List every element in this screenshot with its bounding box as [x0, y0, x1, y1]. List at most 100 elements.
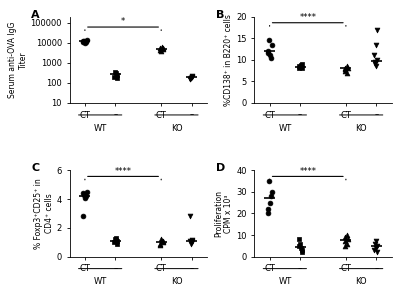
- Point: [111, 74, 118, 79]
- Point: [265, 51, 271, 56]
- Point: [371, 53, 378, 58]
- Point: [267, 55, 274, 60]
- Point: [157, 237, 164, 242]
- Y-axis label: Proliferation
CPM x 10³: Proliferation CPM x 10³: [214, 190, 233, 237]
- Point: [114, 72, 120, 77]
- Point: [114, 75, 120, 80]
- Point: [188, 241, 194, 246]
- Point: [372, 62, 378, 66]
- Point: [187, 77, 194, 82]
- Point: [297, 241, 304, 246]
- Text: ****: ****: [299, 13, 316, 22]
- Text: KO: KO: [355, 277, 367, 286]
- Point: [81, 192, 88, 197]
- Point: [84, 190, 90, 194]
- Y-axis label: %CD138⁺ in B220⁺ cells: %CD138⁺ in B220⁺ cells: [224, 14, 234, 106]
- Point: [297, 65, 304, 69]
- Point: [84, 38, 90, 43]
- Point: [265, 207, 271, 212]
- Point: [189, 238, 195, 243]
- Point: [298, 245, 304, 250]
- Point: [189, 74, 195, 78]
- Point: [188, 76, 194, 81]
- Point: [266, 179, 272, 184]
- Y-axis label: % Foxp3⁺CD25⁺ in
CD4⁺ cells: % Foxp3⁺CD25⁺ in CD4⁺ cells: [34, 178, 54, 249]
- Point: [188, 75, 194, 80]
- Point: [189, 240, 195, 245]
- Point: [114, 238, 120, 243]
- Point: [189, 74, 195, 79]
- Point: [342, 239, 348, 244]
- Point: [160, 240, 166, 245]
- Point: [113, 71, 120, 76]
- Point: [267, 194, 274, 199]
- Point: [80, 39, 87, 43]
- Point: [157, 243, 163, 248]
- Point: [187, 239, 194, 244]
- Point: [111, 240, 118, 245]
- Point: [372, 241, 378, 246]
- Point: [80, 39, 87, 44]
- Text: D: D: [216, 164, 225, 173]
- Point: [157, 241, 164, 246]
- Text: WT: WT: [94, 277, 107, 286]
- Point: [267, 200, 273, 205]
- Text: WT: WT: [94, 123, 107, 132]
- Point: [344, 241, 350, 246]
- Point: [296, 64, 302, 69]
- Point: [111, 70, 118, 74]
- Point: [186, 76, 193, 81]
- Point: [344, 64, 350, 69]
- Point: [345, 66, 351, 71]
- Point: [159, 238, 165, 243]
- Point: [157, 45, 163, 50]
- Text: KO: KO: [355, 123, 367, 132]
- Point: [157, 47, 164, 52]
- Point: [373, 239, 380, 244]
- Text: ****: ****: [114, 167, 132, 176]
- Point: [266, 38, 272, 43]
- Point: [159, 46, 166, 51]
- Point: [298, 62, 304, 67]
- Point: [267, 53, 273, 58]
- Point: [186, 214, 193, 219]
- Text: A: A: [31, 10, 40, 20]
- Point: [344, 233, 350, 237]
- Text: ****: ****: [299, 167, 316, 176]
- Point: [265, 49, 271, 54]
- Point: [342, 68, 348, 73]
- Point: [374, 27, 380, 32]
- Point: [83, 194, 89, 199]
- Point: [298, 250, 305, 255]
- Point: [268, 190, 275, 194]
- Point: [112, 238, 119, 242]
- Point: [374, 243, 380, 248]
- Point: [373, 250, 380, 255]
- Text: C: C: [31, 164, 39, 173]
- Point: [341, 235, 348, 239]
- Point: [298, 65, 305, 70]
- Text: B: B: [216, 10, 224, 20]
- Point: [81, 39, 88, 44]
- Text: *: *: [121, 17, 125, 26]
- Point: [157, 48, 164, 53]
- Point: [160, 46, 166, 51]
- Point: [159, 45, 165, 50]
- Point: [83, 39, 89, 44]
- Point: [114, 241, 120, 246]
- Point: [113, 236, 120, 240]
- Text: KO: KO: [171, 277, 182, 286]
- Point: [296, 66, 302, 71]
- Point: [268, 42, 275, 47]
- Point: [299, 62, 305, 66]
- Point: [373, 245, 379, 250]
- Point: [188, 75, 195, 80]
- Point: [265, 211, 271, 216]
- Point: [344, 70, 350, 75]
- Point: [341, 67, 348, 72]
- Text: WT: WT: [278, 277, 292, 286]
- Y-axis label: Serum anti-OVA IgG
Titer: Serum anti-OVA IgG Titer: [8, 22, 28, 98]
- Point: [159, 239, 166, 244]
- Point: [373, 64, 380, 69]
- Point: [188, 238, 195, 242]
